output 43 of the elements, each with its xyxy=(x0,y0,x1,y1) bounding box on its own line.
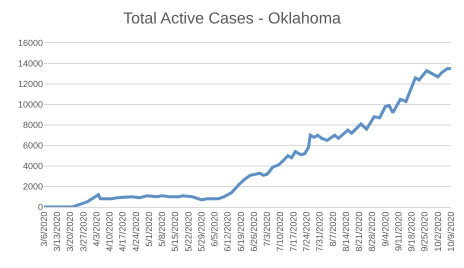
x-tick-label: 10/2/2020 xyxy=(432,212,443,252)
x-tick-label: 5/8/2020 xyxy=(157,212,168,247)
y-tick-label: 10000 xyxy=(18,100,43,110)
x-tick-label: 8/7/2020 xyxy=(328,212,338,247)
x-tick-label: 9/4/2020 xyxy=(380,212,390,247)
x-tick-label: 8/21/2020 xyxy=(354,212,364,252)
y-tick-label: 14000 xyxy=(18,58,43,69)
x-tick-label: 9/11/2020 xyxy=(393,212,404,251)
x-tick-label: 7/10/2020 xyxy=(275,212,286,252)
x-tick-label: 4/10/2020 xyxy=(104,212,115,252)
x-tick-label: 5/22/2020 xyxy=(183,212,194,252)
x-tick-label: 6/5/2020 xyxy=(210,212,220,247)
x-tick-label: 4/3/2020 xyxy=(91,212,102,247)
x-tick-label: 3/20/2020 xyxy=(65,212,76,252)
x-tick-label: 6/26/2020 xyxy=(248,212,259,252)
x-tick-label: 9/25/2020 xyxy=(420,212,430,252)
x-tick-label: 8/28/2020 xyxy=(367,212,378,252)
x-tick-label: 6/12/2020 xyxy=(222,212,233,252)
x-tick-label: 4/24/2020 xyxy=(130,212,141,252)
x-tick-label: 4/17/2020 xyxy=(118,212,128,252)
chart-title: Total Active Cases - Oklahoma xyxy=(123,10,342,28)
x-tick-label: 5/15/2020 xyxy=(170,212,180,252)
y-tick-label: 16000 xyxy=(18,38,43,48)
x-tick-label: 9/18/2020 xyxy=(406,212,417,252)
y-tick-label: 2000 xyxy=(22,182,43,192)
y-tick-label: 12000 xyxy=(18,79,43,90)
y-tick-label: 0 xyxy=(38,202,43,212)
y-tick-label: 6000 xyxy=(22,140,43,151)
x-tick-label: 3/27/2020 xyxy=(78,212,88,252)
x-tick-label: 7/17/2020 xyxy=(288,212,298,252)
x-tick-label: 6/19/2020 xyxy=(236,212,246,252)
x-tick-label: 10/9/2020 xyxy=(446,212,456,252)
x-tick-label: 8/14/2020 xyxy=(340,212,351,252)
x-tick-label: 7/31/2020 xyxy=(314,212,325,252)
x-tick-label: 5/1/2020 xyxy=(144,212,154,247)
x-tick-label: 7/3/2020 xyxy=(262,212,272,247)
x-tick-label: 3/13/2020 xyxy=(52,212,62,252)
y-tick-label: 8000 xyxy=(22,120,43,130)
y-tick-label: 4000 xyxy=(22,161,43,172)
x-tick-label: 7/24/2020 xyxy=(302,212,312,252)
line-series xyxy=(44,67,451,207)
x-tick-label: 5/29/2020 xyxy=(196,212,206,252)
x-tick-label: 3/6/2020 xyxy=(38,212,49,247)
